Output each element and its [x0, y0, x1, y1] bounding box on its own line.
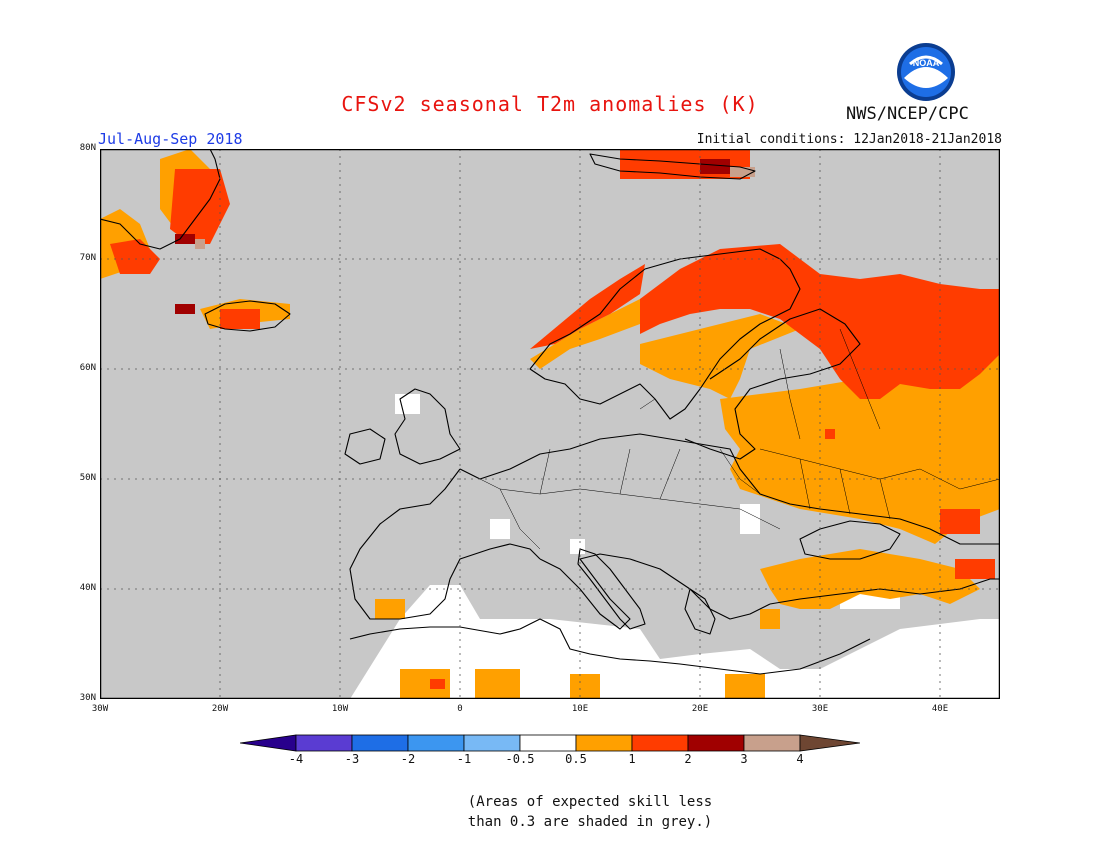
colorbar-label: 3 [740, 752, 748, 766]
anomaly-map [99, 148, 1001, 700]
colorbar-label: -1 [456, 752, 472, 766]
colorbar-bin-1 [295, 734, 353, 752]
warm-anomaly-1-2 [110, 149, 1000, 689]
lat-label-70n: 70N [79, 253, 96, 263]
lat-label-30n: 30N [79, 693, 96, 703]
country-borders [459, 328, 1001, 550]
colorbar-label: -3 [344, 752, 360, 766]
svg-text:NOAA: NOAA [913, 58, 940, 68]
lon-label-30e: 30E [811, 704, 829, 714]
footnote: (Areas of expected skill less than 0.3 a… [430, 792, 750, 832]
colorbar-label: -4 [288, 752, 304, 766]
colorbar-bin-6 [575, 734, 633, 752]
colorbar-under-triangle [240, 734, 297, 752]
colorbar-bin-3 [407, 734, 465, 752]
colorbar-label: 2 [684, 752, 692, 766]
colorbar-label: 0.5 [565, 752, 587, 766]
colorbar-bin-5 [519, 734, 577, 752]
lon-label-40e: 40E [931, 704, 949, 714]
lat-label-60n: 60N [79, 363, 96, 373]
lon-label-20e: 20E [691, 704, 709, 714]
graticule [100, 149, 1000, 699]
colorbar-bin-9 [743, 734, 801, 752]
lat-label-80n: 80N [79, 143, 96, 153]
lon-label-0: 0 [457, 704, 463, 714]
map-canvas [99, 148, 1001, 700]
map-title: CFSv2 seasonal T2m anomalies (K) [341, 92, 759, 116]
agency-label: NWS/NCEP/CPC [846, 104, 969, 124]
footnote-line-2: than 0.3 are shaded in grey.) [467, 814, 713, 830]
colorbar-over-triangle [799, 734, 860, 752]
colorbar-bin-8 [687, 734, 745, 752]
forecast-period: Jul-Aug-Sep 2018 [98, 130, 243, 148]
colorbar-bin-4 [463, 734, 521, 752]
lat-label-40n: 40N [79, 583, 96, 593]
lon-label-10w: 10W [331, 704, 349, 714]
lon-label-30w: 30W [91, 704, 109, 714]
warm-anomaly-2-3 [175, 159, 730, 314]
footnote-line-1: (Areas of expected skill less [467, 794, 713, 810]
colorbar-bin-2 [351, 734, 409, 752]
initial-conditions: Initial conditions: 12Jan2018-21Jan2018 [696, 132, 1002, 147]
colorbar-label: -2 [400, 752, 416, 766]
noaa-logo-icon: NOAA [897, 43, 955, 101]
lat-label-50n: 50N [79, 473, 96, 483]
map-frame [99, 148, 1001, 700]
colorbar [240, 734, 860, 752]
lon-label-10e: 10E [571, 704, 589, 714]
colorbar-bin-7 [631, 734, 689, 752]
colorbar-label: 4 [796, 752, 804, 766]
warm-anomaly-3-4 [195, 167, 755, 249]
colorbar-label: 1 [628, 752, 636, 766]
coastlines [99, 148, 1000, 675]
lon-label-20w: 20W [211, 704, 229, 714]
colorbar-label: -0.5 [505, 752, 535, 766]
